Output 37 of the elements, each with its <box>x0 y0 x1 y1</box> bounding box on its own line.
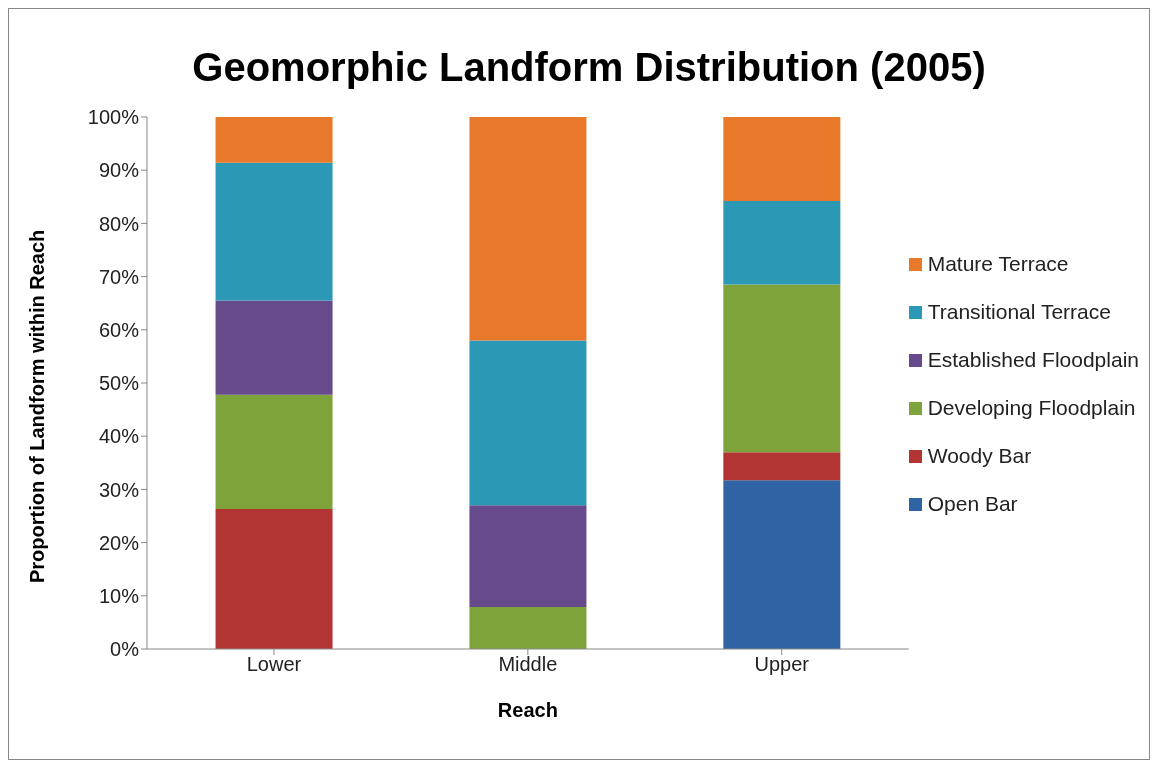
bar <box>723 452 841 481</box>
x-axis-title: Reach <box>497 699 558 721</box>
y-tick-label: 70% <box>98 265 140 288</box>
y-axis-title: Proportion of Landform within Reach <box>26 229 49 583</box>
legend-label: Open Bar <box>927 492 1018 516</box>
legend-label: Woody Bar <box>927 444 1032 468</box>
y-tick-label: 20% <box>98 531 140 554</box>
bar <box>469 505 587 607</box>
bar <box>723 201 841 285</box>
bar <box>215 509 333 649</box>
y-tick-label: 0% <box>110 638 140 661</box>
y-tick-label: 30% <box>98 478 140 501</box>
y-tick-label: 60% <box>98 318 140 341</box>
legend-label: Mature Terrace <box>927 252 1069 276</box>
bar <box>723 284 841 453</box>
x-tick-label: Lower <box>246 653 302 676</box>
bar <box>215 162 333 301</box>
y-tick-label: 40% <box>98 425 140 448</box>
x-tick-label: Upper <box>754 653 810 676</box>
chart-title: Geomorphic Landform Distribution (2005) <box>191 45 987 90</box>
legend-label: Developing Floodplain <box>927 396 1136 420</box>
bar <box>215 117 333 163</box>
y-tick-label: 100% <box>87 106 140 129</box>
y-tick-label: 80% <box>98 212 140 235</box>
bar <box>469 117 587 341</box>
legend-label: Established Floodplain <box>927 348 1139 372</box>
bar <box>215 394 333 510</box>
y-tick-label: 50% <box>98 372 140 395</box>
bar <box>723 117 841 202</box>
bar <box>469 340 587 506</box>
y-tick-label: 90% <box>98 159 140 182</box>
legend-label: Transitional Terrace <box>927 300 1111 324</box>
bar <box>469 606 587 649</box>
y-tick-label: 10% <box>98 584 140 607</box>
x-tick-label: Middle <box>498 653 558 676</box>
bar <box>215 300 333 395</box>
bar <box>723 480 841 649</box>
